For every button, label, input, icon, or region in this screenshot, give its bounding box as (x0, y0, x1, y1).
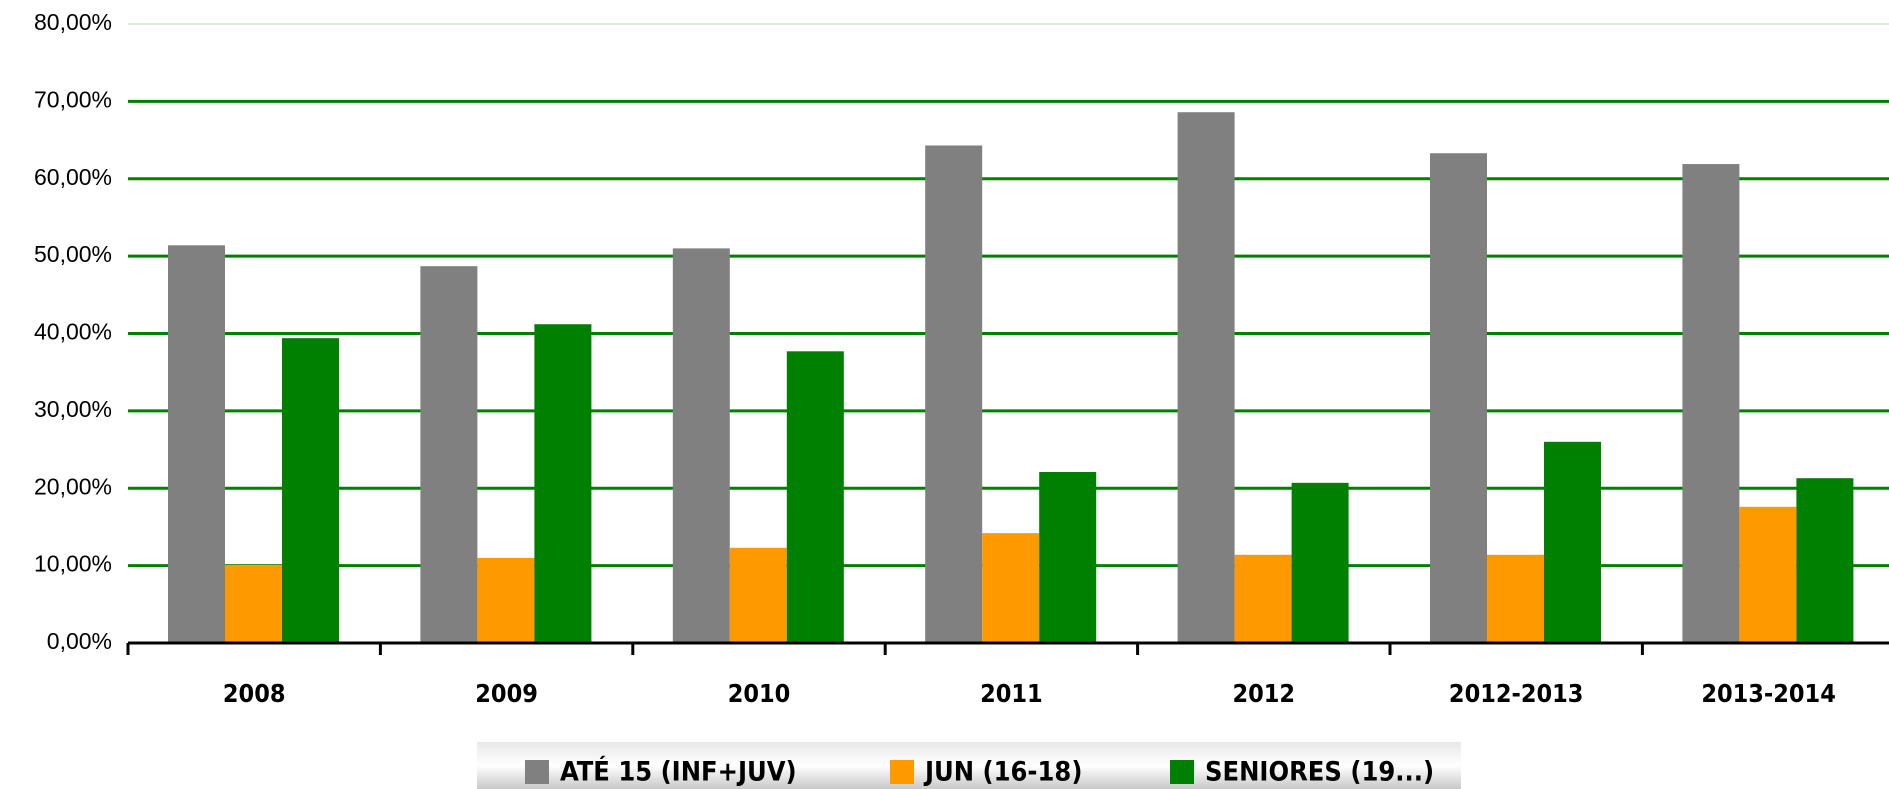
legend-swatch (890, 760, 914, 784)
y-tick-label: 30,00% (34, 396, 112, 422)
y-tick-label: 60,00% (34, 164, 112, 190)
bar (282, 338, 339, 643)
bar (729, 547, 787, 643)
x-tick-label: 2008 (223, 679, 286, 708)
y-tick-label: 40,00% (34, 319, 112, 345)
bar (786, 351, 844, 643)
y-tick-label: 20,00% (34, 473, 112, 499)
x-tick-label: 2009 (475, 679, 538, 708)
bar (982, 533, 1040, 643)
bar (1739, 506, 1797, 643)
bar (1039, 472, 1097, 643)
bar (420, 266, 478, 643)
bar (1430, 153, 1487, 643)
legend-swatch (525, 760, 549, 784)
x-tick-label: 2010 (728, 679, 791, 708)
x-tick-label: 2012 (1232, 679, 1295, 708)
bar (168, 245, 225, 644)
legend-box (477, 742, 1461, 789)
bar (477, 557, 535, 643)
y-tick-label: 80,00% (34, 9, 112, 35)
legend-label: ATÉ 15 (INF+JUV) (560, 756, 797, 788)
bar (1487, 554, 1544, 643)
bar (1796, 478, 1854, 643)
y-tick-label: 0,00% (47, 628, 112, 654)
bar (1177, 112, 1235, 643)
bar (534, 324, 592, 643)
bar (1234, 554, 1292, 643)
legend-label: JUN (16-18) (923, 757, 1082, 788)
bar (925, 145, 983, 643)
x-tick-label: 2013-2014 (1701, 679, 1836, 708)
bar (1544, 441, 1601, 643)
legend-swatch (1170, 760, 1194, 784)
x-tick-label: 2012-2013 (1449, 679, 1584, 708)
y-tick-label: 50,00% (34, 241, 112, 267)
bar (672, 248, 730, 643)
bar (1291, 482, 1349, 643)
legend-label: SENIORES (19...) (1205, 757, 1434, 788)
y-tick-label: 10,00% (34, 551, 112, 577)
y-tick-label: 70,00% (34, 86, 112, 112)
x-tick-label: 2011 (980, 679, 1043, 708)
bar (225, 564, 282, 643)
bar (1682, 164, 1740, 643)
